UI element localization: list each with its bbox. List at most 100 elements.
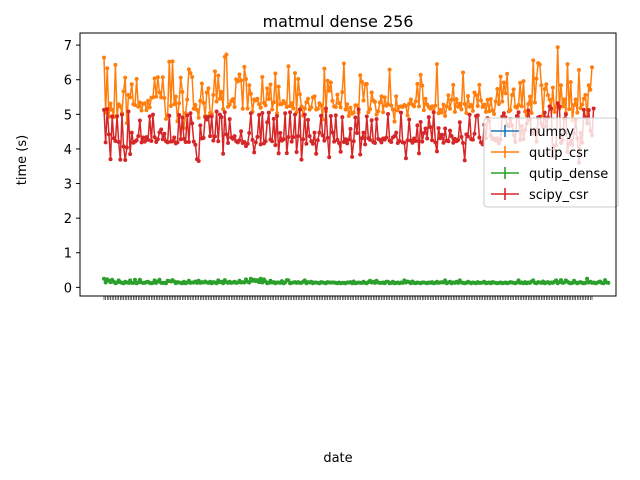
- data-point: [606, 280, 611, 285]
- data-point: [470, 108, 475, 113]
- x-axis: [103, 296, 593, 300]
- data-point: [387, 67, 392, 72]
- data-point: [402, 140, 407, 145]
- data-point: [562, 97, 567, 102]
- data-point: [257, 280, 262, 285]
- data-point: [137, 118, 142, 123]
- data-point: [201, 135, 206, 140]
- data-point: [183, 140, 188, 145]
- data-point: [496, 101, 501, 106]
- data-point: [103, 140, 108, 145]
- data-point: [451, 140, 456, 145]
- data-point: [288, 110, 293, 115]
- data-point: [276, 151, 281, 156]
- axes-frame: [79, 32, 617, 297]
- data-point: [232, 105, 237, 110]
- data-point: [237, 138, 242, 143]
- data-point: [338, 105, 343, 110]
- data-point: [364, 81, 369, 86]
- data-point: [586, 83, 591, 88]
- y-tick-label: 6: [64, 74, 72, 89]
- data-point: [237, 72, 242, 77]
- data-point: [531, 58, 536, 63]
- y-tick-label: 1: [64, 247, 72, 262]
- data-point: [297, 92, 302, 97]
- data-point: [322, 66, 327, 71]
- data-point: [328, 80, 333, 85]
- data-point: [239, 129, 244, 134]
- data-point: [155, 137, 160, 142]
- data-point: [164, 116, 169, 121]
- data-point: [376, 109, 381, 114]
- data-point: [286, 64, 291, 69]
- data-point: [568, 80, 573, 85]
- data-point: [304, 141, 309, 146]
- data-point: [348, 126, 353, 131]
- data-point: [103, 280, 108, 285]
- data-point: [418, 72, 423, 77]
- data-point: [273, 143, 278, 148]
- data-point: [275, 114, 279, 119]
- data-point: [449, 134, 454, 139]
- data-point: [418, 119, 423, 124]
- data-point: [372, 141, 377, 146]
- data-point: [549, 106, 554, 111]
- data-point: [332, 139, 337, 144]
- data-point: [503, 91, 508, 96]
- data-point: [126, 109, 131, 114]
- data-point: [369, 90, 374, 95]
- data-point: [172, 135, 177, 140]
- data-point: [263, 139, 268, 144]
- data-point: [586, 108, 591, 113]
- data-point: [479, 98, 484, 103]
- data-point: [193, 142, 198, 147]
- data-point: [523, 109, 528, 114]
- data-point: [539, 83, 544, 88]
- data-point: [217, 96, 222, 101]
- data-point: [110, 114, 115, 119]
- data-point: [260, 74, 265, 79]
- data-point: [312, 130, 317, 135]
- data-point: [129, 82, 134, 87]
- data-point: [304, 100, 309, 105]
- data-point: [224, 132, 229, 137]
- data-point: [433, 140, 438, 145]
- data-point: [560, 104, 565, 109]
- data-point: [146, 137, 151, 142]
- data-point: [230, 97, 235, 102]
- data-point: [137, 100, 142, 105]
- data-point: [221, 107, 226, 112]
- data-point: [441, 140, 446, 145]
- data-point: [420, 139, 425, 144]
- data-point: [196, 115, 201, 120]
- data-point: [219, 115, 224, 120]
- data-point: [565, 62, 570, 67]
- data-point: [452, 109, 457, 114]
- data-point: [325, 78, 330, 83]
- data-point: [448, 128, 453, 133]
- data-point: [425, 136, 430, 141]
- y-axis-label: time (s): [15, 135, 30, 185]
- data-point: [212, 134, 217, 139]
- data-point: [527, 94, 532, 99]
- data-point: [315, 138, 320, 143]
- data-point: [185, 113, 190, 118]
- data-point: [392, 134, 397, 139]
- data-point: [242, 140, 247, 145]
- data-point: [555, 45, 560, 50]
- data-point: [247, 131, 252, 136]
- data-point: [242, 280, 247, 285]
- data-point: [245, 141, 250, 146]
- data-point: [395, 108, 400, 113]
- data-point: [170, 139, 175, 144]
- data-point: [265, 120, 270, 125]
- data-point: [106, 132, 111, 137]
- data-point: [105, 66, 110, 71]
- data-point: [403, 104, 408, 109]
- data-point: [265, 86, 270, 91]
- data-point: [459, 107, 464, 112]
- data-point: [385, 111, 390, 116]
- data-point: [196, 159, 201, 164]
- data-point: [454, 97, 459, 102]
